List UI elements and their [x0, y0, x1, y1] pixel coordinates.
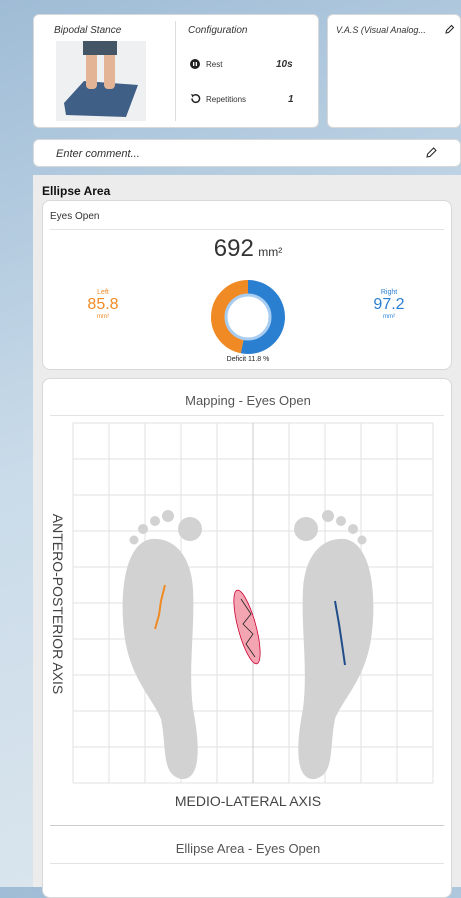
screen: Bipodal Stance Configuration Rest 10s Re…	[0, 0, 461, 887]
left-label: Left	[73, 289, 133, 296]
right-unit: mm²	[359, 314, 419, 320]
stance-image	[56, 41, 146, 121]
donut-inner	[226, 295, 270, 339]
right-block: Right 97.2 mm²	[359, 289, 419, 320]
rest-label: Rest	[206, 60, 222, 69]
comment-input[interactable]: Enter comment...	[33, 139, 461, 167]
total: 692 mm²	[43, 235, 453, 263]
right-value: 97.2	[359, 296, 419, 314]
exercise-title: Bipodal Stance	[54, 25, 121, 36]
pause-icon	[190, 59, 200, 69]
card-title: Eyes Open	[50, 211, 99, 222]
y-axis-title: ANTERO-POSTERIOR AXIS	[50, 484, 66, 724]
config-card: Bipodal Stance Configuration Rest 10s Re…	[33, 14, 319, 128]
deficit: Deficit 11.8 %	[43, 356, 453, 363]
comment-placeholder: Enter comment...	[56, 148, 140, 160]
left-block: Left 85.8 mm²	[73, 289, 133, 320]
mapping-title: Mapping - Eyes Open	[43, 393, 453, 408]
left-unit: mm²	[73, 314, 133, 320]
panel: Ellipse Area Eyes Open 692 mm² Left 85.8…	[33, 175, 461, 887]
ellipse-card: Eyes Open 692 mm² Left 85.8 mm² Right 97…	[42, 200, 452, 370]
section-title: Ellipse Area	[42, 184, 110, 198]
next-title: Ellipse Area - Eyes Open	[43, 841, 453, 856]
vas-card[interactable]: V.A.S (Visual Analog...	[327, 14, 461, 128]
x-axis-title: MEDIO-LATERAL AXIS	[43, 793, 453, 809]
mapping-card: Mapping - Eyes Open ANTERO-POSTERIOR AXI…	[42, 378, 452, 898]
vas-title: V.A.S (Visual Analog...	[336, 25, 426, 35]
repetitions-label: Repetitions	[206, 95, 246, 104]
total-value: 692	[214, 235, 254, 262]
config-title: Configuration	[188, 25, 247, 36]
repetitions-value: 1	[288, 94, 294, 105]
edit-icon[interactable]	[444, 24, 455, 35]
right-label: Right	[359, 289, 419, 296]
repeat-icon	[190, 93, 201, 104]
left-value: 85.8	[73, 296, 133, 314]
edit-icon[interactable]	[425, 146, 438, 159]
donut	[208, 277, 288, 357]
map-plot	[43, 419, 453, 789]
rest-value: 10s	[276, 59, 293, 70]
total-unit: mm²	[258, 245, 282, 259]
